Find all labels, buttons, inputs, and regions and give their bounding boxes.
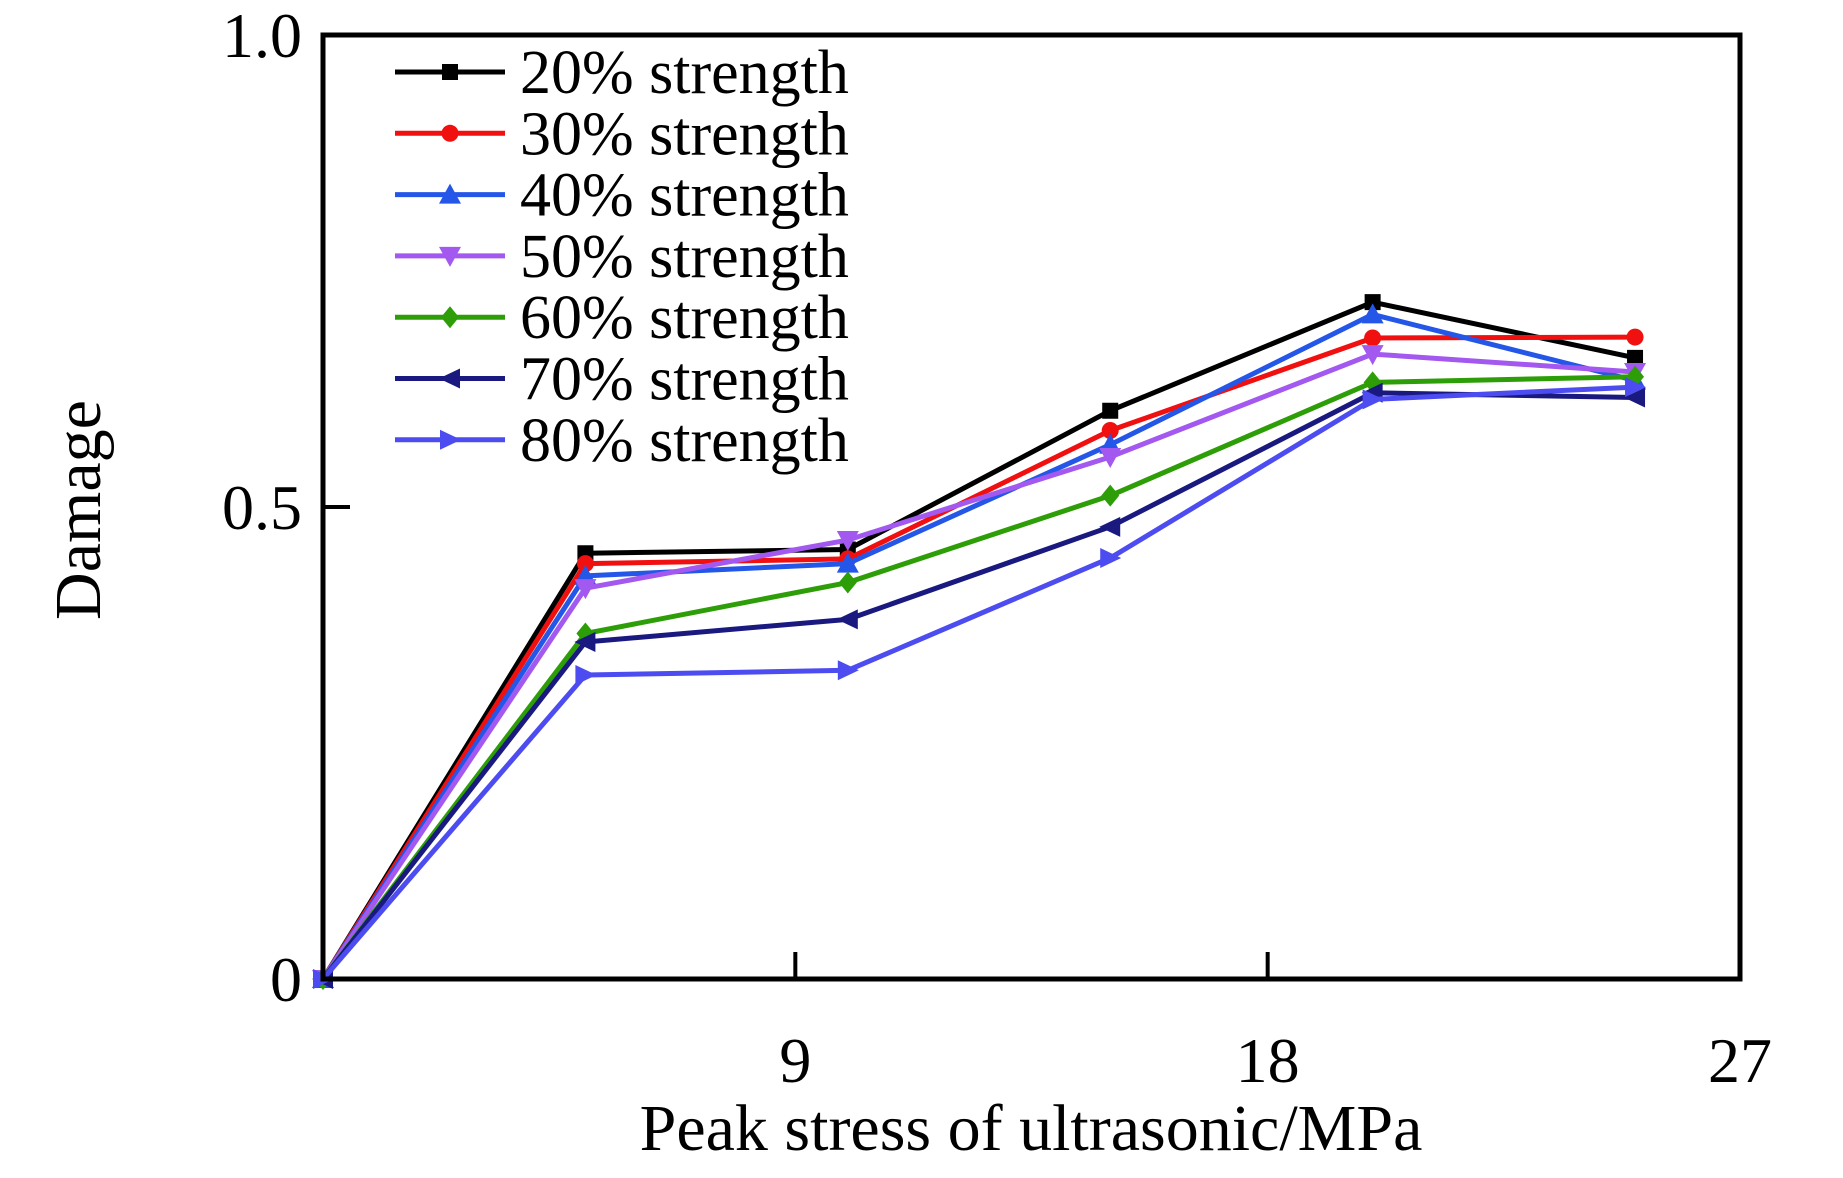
series-40-strength-marker (1361, 303, 1384, 324)
y-tick-label-0.5: 0.5 (222, 472, 302, 543)
series-40-strength-line (320, 311, 1636, 981)
series-70-strength-marker (1099, 516, 1121, 537)
x-tick-label-9: 9 (779, 1025, 811, 1096)
y-axis-ticks (323, 33, 350, 981)
legend-label-30-strength: 30% strength (520, 100, 849, 168)
series-20-strength-marker (1364, 294, 1381, 311)
series-60-strength-marker (838, 571, 857, 594)
legend-label-40-strength: 40% strength (520, 162, 849, 230)
series-20-strength-line (320, 299, 1636, 981)
series-70-strength-marker (1624, 387, 1646, 408)
series-80-strength-marker (1100, 547, 1122, 568)
series-20-strength-marker (1627, 349, 1644, 366)
legend-item-80-strength: 80% strength (395, 407, 849, 475)
legend-label-70-strength: 70% strength (520, 346, 849, 414)
legend-label-80-strength: 80% strength (520, 407, 849, 475)
x-tick-label-18: 18 (1236, 1025, 1300, 1096)
legend-label-20-strength: 20% strength (520, 39, 849, 107)
series-50-strength (312, 345, 1647, 990)
series-30-strength-line (320, 334, 1636, 981)
legend-marker-70-strength (439, 368, 460, 389)
x-axis-tick-labels: 9 18 27 (779, 1025, 1772, 1096)
series-80-strength-marker (1625, 377, 1647, 398)
legend-item-70-strength: 70% strength (395, 346, 849, 414)
legend-marker-50-strength (439, 246, 461, 267)
series-80-strength-marker (1362, 389, 1384, 410)
legend-label-60-strength: 60% strength (520, 284, 849, 352)
series-30-strength-marker (1626, 328, 1644, 346)
series-50-strength-marker (1099, 447, 1122, 468)
legend-item-50-strength: 50% strength (395, 223, 849, 291)
series-80-strength (313, 377, 1647, 989)
series-40-strength (312, 303, 1647, 988)
series-70-strength-marker (574, 631, 596, 652)
series-50-strength-marker (836, 531, 859, 552)
series-80-strength-marker (837, 660, 859, 681)
legend-marker-80-strength (440, 429, 461, 450)
series-30-strength (314, 328, 1644, 988)
legend-marker-30-strength (441, 124, 459, 142)
series-60-strength-line (321, 374, 1636, 981)
legend-item-40-strength: 40% strength (395, 162, 849, 230)
legend-item-60-strength: 60% strength (395, 284, 849, 352)
y-tick-label-0: 0 (270, 944, 302, 1015)
y-axis-tick-labels: 0 0.5 1.0 (222, 0, 302, 1015)
series-20-strength-marker (1102, 402, 1119, 419)
legend-item-30-strength: 30% strength (395, 100, 849, 168)
series-30-strength-marker (576, 555, 594, 573)
series-50-strength-line (320, 351, 1636, 981)
series-50-strength-marker (1361, 345, 1384, 366)
series-80-strength-marker (575, 665, 597, 686)
legend-marker-40-strength (439, 183, 461, 204)
x-axis-ticks (793, 952, 1742, 979)
legend-label-50-strength: 50% strength (520, 223, 849, 291)
series-lines (312, 294, 1647, 990)
legend-item-20-strength: 20% strength (395, 39, 849, 107)
legend-marker-20-strength (442, 64, 458, 80)
series-70-strength-marker (836, 609, 858, 630)
series-50-strength-marker (574, 579, 597, 600)
series-30-strength-marker (1364, 329, 1382, 347)
series-80-strength-line (321, 384, 1636, 981)
series-30-strength-marker (1101, 422, 1119, 440)
series-60-strength-marker (1101, 484, 1120, 507)
x-axis-title: Peak stress of ultrasonic/MPa (640, 1092, 1423, 1165)
series-70-strength-line (321, 390, 1636, 981)
y-axis-title: Damage (42, 400, 115, 620)
y-tick-label-1.0: 1.0 (222, 0, 302, 71)
legend-marker-60-strength (441, 306, 459, 329)
series-40-strength-marker (836, 552, 859, 573)
x-tick-label-27: 27 (1708, 1025, 1772, 1096)
